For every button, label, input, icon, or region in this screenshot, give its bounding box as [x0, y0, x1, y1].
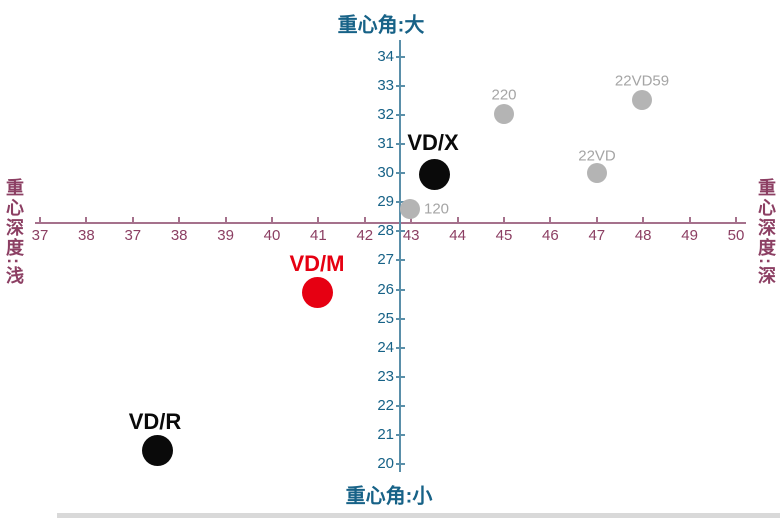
x-tick-label: 50: [727, 227, 745, 244]
y-tick-label: 22: [377, 396, 394, 414]
data-point-vd-r: [141, 434, 173, 466]
x-tick-mark: [85, 217, 88, 223]
axis-title-top: 重心角:大: [337, 14, 425, 37]
x-tick-label: 41: [310, 227, 327, 244]
x-tick-mark: [363, 217, 366, 223]
y-tick-mark: [396, 375, 405, 378]
data-point-label: VD/X: [407, 130, 459, 155]
x-tick-label: 37: [31, 227, 49, 244]
x-tick-mark: [503, 217, 505, 223]
x-tick-mark: [642, 217, 645, 223]
y-tick-label: 23: [377, 367, 394, 385]
x-tick-mark: [39, 217, 41, 223]
data-point-22vd: [587, 163, 607, 183]
axis-title-left: 重心深度:浅: [4, 178, 24, 286]
y-tick-label: 28: [377, 222, 394, 240]
axis-title-right: 重心深度:深: [756, 178, 776, 286]
y-tick-label: 20: [377, 454, 394, 472]
bottom-divider: [57, 513, 780, 518]
axis-title-bottom: 重心角:小: [345, 485, 433, 508]
data-point-vd-x: [418, 158, 450, 190]
x-tick-label: 38: [170, 227, 188, 244]
y-tick-label: 31: [377, 135, 394, 153]
y-tick-mark: [396, 230, 405, 233]
y-tick-label: 21: [377, 425, 394, 443]
data-point-label: 22VD59: [614, 72, 670, 90]
x-tick-label: 45: [495, 227, 513, 244]
y-tick-mark: [396, 201, 405, 204]
x-tick-label: 49: [681, 227, 698, 244]
x-tick-label: 40: [263, 227, 281, 244]
x-tick-mark: [317, 217, 320, 223]
x-tick-mark: [595, 217, 598, 223]
data-point-label: 120: [424, 200, 450, 218]
data-point-22vd59: [632, 90, 652, 110]
x-tick-mark: [549, 217, 552, 223]
x-tick-label: 44: [449, 227, 466, 244]
y-tick-mark: [396, 85, 405, 88]
y-tick-mark: [396, 143, 405, 146]
x-axis-line: [35, 222, 746, 224]
y-tick-mark: [396, 433, 405, 436]
data-point-vd-m: [301, 276, 333, 308]
x-tick-label: 38: [78, 227, 95, 244]
x-tick-label: 43: [402, 227, 420, 244]
y-tick-mark: [396, 172, 405, 175]
y-tick-label: 32: [377, 106, 394, 124]
y-tick-label: 26: [377, 280, 394, 298]
x-tick-label: 48: [634, 227, 652, 244]
y-axis-line: [399, 40, 401, 472]
x-tick-mark: [271, 217, 273, 223]
y-tick-label: 25: [377, 309, 394, 327]
x-tick-mark: [178, 217, 181, 223]
x-tick-label: 46: [542, 227, 559, 244]
data-point-label: VD/R: [128, 409, 182, 434]
y-tick-mark: [396, 462, 405, 465]
y-tick-label: 27: [377, 251, 394, 269]
data-point-120: [400, 199, 420, 219]
y-tick-label: 29: [377, 193, 394, 211]
y-tick-mark: [396, 56, 405, 58]
x-tick-label: 39: [217, 227, 234, 244]
y-tick-label: 33: [377, 77, 394, 95]
x-tick-mark: [131, 217, 134, 223]
x-tick-mark: [456, 217, 459, 223]
y-tick-label: 30: [377, 164, 394, 182]
x-tick-mark: [410, 217, 413, 223]
y-tick-label: 34: [377, 48, 394, 65]
y-tick-mark: [396, 404, 405, 407]
x-tick-mark: [224, 217, 227, 223]
y-tick-mark: [396, 346, 405, 349]
data-point-label: VD/M: [289, 251, 345, 276]
x-tick-mark: [688, 217, 691, 223]
data-point-220: [494, 104, 514, 124]
x-tick-label: 47: [588, 227, 606, 244]
x-tick-label: 42: [356, 227, 374, 244]
y-tick-mark: [396, 259, 405, 262]
x-tick-mark: [735, 217, 737, 223]
y-tick-mark: [396, 114, 405, 117]
y-tick-mark: [396, 288, 405, 291]
y-tick-mark: [396, 317, 405, 320]
data-point-label: 220: [491, 86, 517, 104]
data-point-label: 22VD: [578, 147, 616, 165]
y-tick-label: 24: [377, 338, 394, 356]
x-tick-label: 37: [124, 227, 142, 244]
